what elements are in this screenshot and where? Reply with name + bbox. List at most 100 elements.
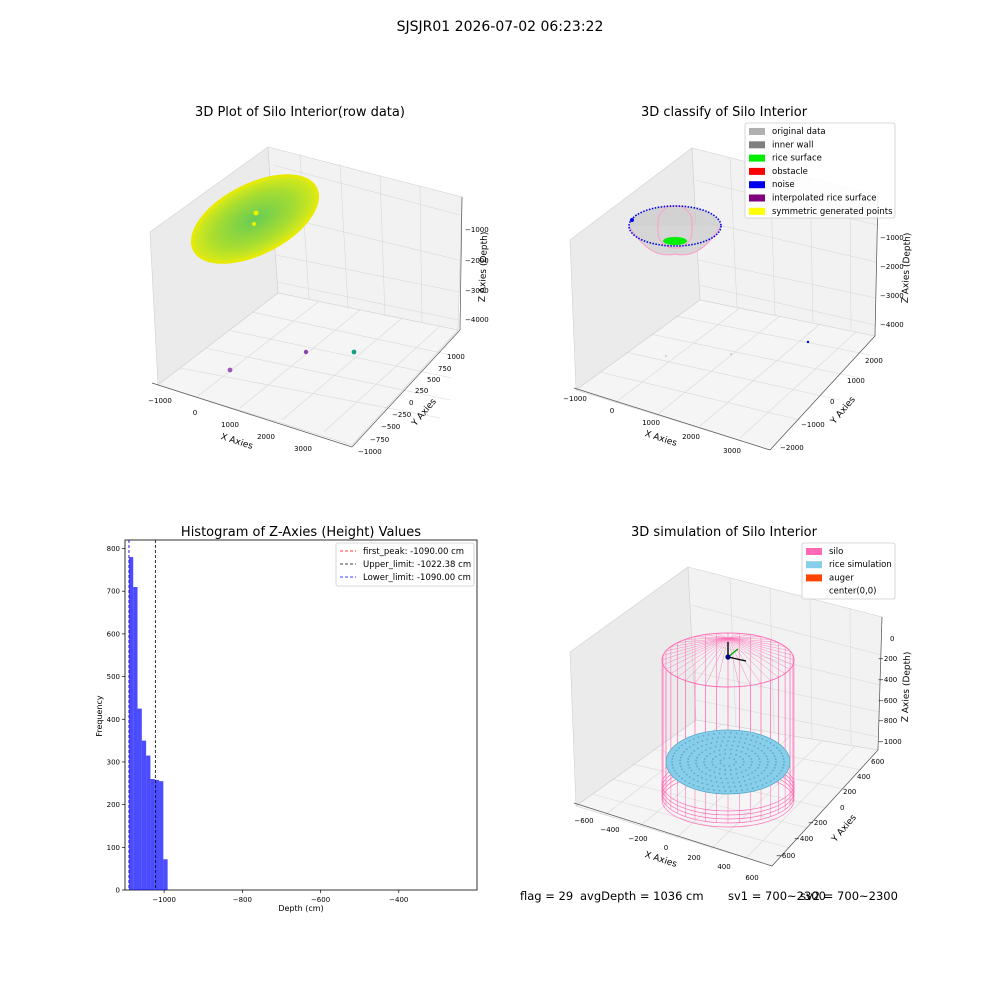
rice-point [765,782,768,785]
rice-point [778,772,781,775]
rice-point [739,737,742,739]
histogram-y-tick: 200 [107,801,120,809]
histogram-y-tick: 800 [107,545,120,553]
rice-point [706,738,709,741]
rice-point [733,763,736,766]
rice-point [707,788,710,791]
legend-label: inner wall [772,140,813,150]
rice-point [679,762,681,765]
panel1-x-tick: 0 [193,409,197,417]
rice-point [735,749,738,752]
rice-point [712,758,714,761]
rice-point [685,773,688,776]
rice-point [684,780,687,782]
rice-point [772,752,774,755]
silo-roof-line [727,637,791,652]
silo-roof-line [685,637,729,640]
panel4-y-tick: −200 [808,819,827,827]
histogram-y-tick: 400 [107,716,120,724]
rice-point [760,749,763,752]
rice-point [714,776,717,779]
silo-roof-line [716,637,729,687]
panel1-outlier-point [227,367,233,373]
rice-point [697,736,700,739]
histogram-bar [133,586,138,890]
rice-point [739,766,742,769]
rice-point [732,781,735,784]
rice-point [711,784,714,787]
rice-point [763,777,766,780]
rice-point [728,765,731,767]
rice-point [776,746,778,749]
rice-point [724,748,727,751]
rice-point [681,768,683,771]
rice-point [747,748,749,750]
center-point [725,654,731,660]
rice-point [709,769,711,772]
rice-point [703,764,706,766]
legend-swatch [749,128,765,135]
histogram-y-tick: 500 [107,673,120,681]
rice-point [679,759,681,762]
panel1-z-axis [459,196,463,331]
rice-point [697,785,700,788]
legend-swatch [806,548,822,555]
histogram-reference-lines [128,540,156,890]
rice-point [743,761,745,763]
rice-point [696,774,699,777]
panel4-y-ticks: −600 −400 −200 0 200 400 600 [776,758,884,860]
rice-point [701,739,704,742]
rice-point [722,785,725,788]
rice-point [719,768,721,771]
legend-swatch [806,574,822,582]
rice-point [742,746,745,749]
rice-point [719,753,721,756]
panel1-y-tick: −1000 [358,448,382,456]
panel2-x-tick: 1000 [642,419,660,427]
silo-roof-line [670,637,729,647]
panel4-x-tick: −400 [600,826,619,834]
rice-point [741,732,743,735]
rice-point [742,775,745,778]
panel2-z-ticks: −1000 −2000 −3000 −4000 [880,234,904,329]
legend-label: silo [829,547,843,557]
rice-point [724,732,727,734]
rice-point [685,748,688,751]
rice-point [734,736,736,739]
rice-point [709,747,712,750]
rice-point [671,761,673,763]
rice-point [739,785,742,787]
rice-point [712,763,714,766]
rice-point [681,777,683,780]
histogram-legend-label: Lower_limit: -1090.00 cm [363,573,471,583]
rice-point [700,745,703,748]
panel2-x-ticks: −1000 0 1000 2000 3000 [563,395,741,455]
rice-point [760,772,763,775]
rice-point [773,766,776,769]
status-flag: flag = 29 [520,889,573,903]
rice-point [724,773,727,776]
rice-point [701,770,704,773]
rice-point [687,758,690,760]
silo-roof-line [662,637,729,665]
rice-point [746,733,749,736]
rice-point [704,773,707,775]
rice-point [757,747,760,750]
legend-label: symmetric generated points [772,207,893,217]
panel4-y-tick: 0 [840,804,844,812]
rice-point [706,783,709,786]
rice-point [745,737,747,740]
panel4-y-tick: 400 [857,773,870,781]
silo-roof-line [727,633,740,639]
rice-point [719,777,722,780]
rice-point [724,752,727,755]
rice-point [756,785,759,788]
rice-point [696,756,699,759]
panel2-z-tick: −4000 [880,321,904,329]
panel2-x-tick: 2000 [682,433,700,441]
silo-roof-line [727,637,771,681]
rice-point [751,734,754,737]
rice-point [735,768,737,771]
silo-roof-line [694,637,729,684]
rice-point [693,749,696,752]
